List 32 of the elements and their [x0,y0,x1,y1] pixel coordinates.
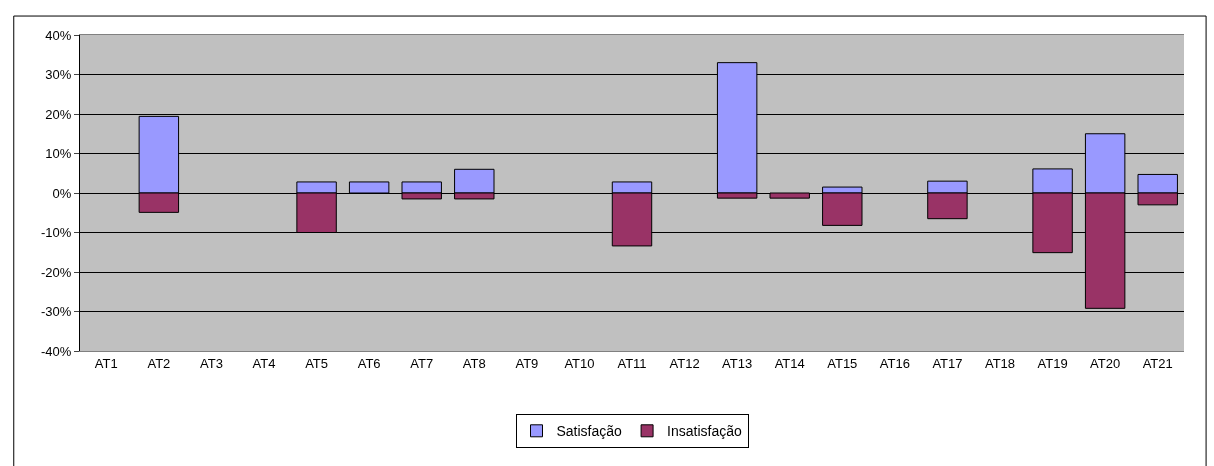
y-tick-label: -10% [41,225,72,241]
x-tick-label: AT6 [357,355,381,371]
x-tick-label: AT17 [932,355,963,371]
x-tick-label: AT19 [1037,355,1068,371]
x-tick-label: AT5 [305,355,329,371]
y-tick-label: -20% [41,264,72,280]
x-tick-label: AT18 [984,355,1016,371]
y-tick-label: 20% [45,106,72,122]
x-tick-label: AT2 [147,355,171,371]
x-tick-label: AT20 [1090,355,1121,371]
x-tick-label: AT7 [410,355,434,371]
x-tick-label: AT21 [1142,355,1173,371]
x-tick-label: AT3 [199,355,223,371]
legend-label: Satisfação [556,423,623,440]
x-tick-label: AT14 [774,355,805,371]
y-tick-label: 40% [45,27,72,43]
y-tick-label: 0% [52,185,72,201]
x-tick-label: AT9 [515,355,539,371]
x-tick-label: AT11 [617,355,647,371]
y-tick-label: 30% [45,67,72,83]
x-tick-label: AT4 [252,355,276,371]
x-tick-label: AT16 [879,355,910,371]
x-tick-label: AT8 [462,355,486,371]
x-tick-label: AT13 [722,355,753,371]
y-tick-label: -30% [41,304,72,320]
x-tick-label: AT15 [827,355,858,371]
y-tick-label: -40% [41,343,72,359]
x-tick-label: AT10 [564,355,595,371]
x-tick-label: AT12 [669,355,700,371]
legend-label: Insatisfação [667,423,743,440]
y-tick-label: 10% [45,146,72,162]
x-tick-label: AT1 [94,355,118,371]
